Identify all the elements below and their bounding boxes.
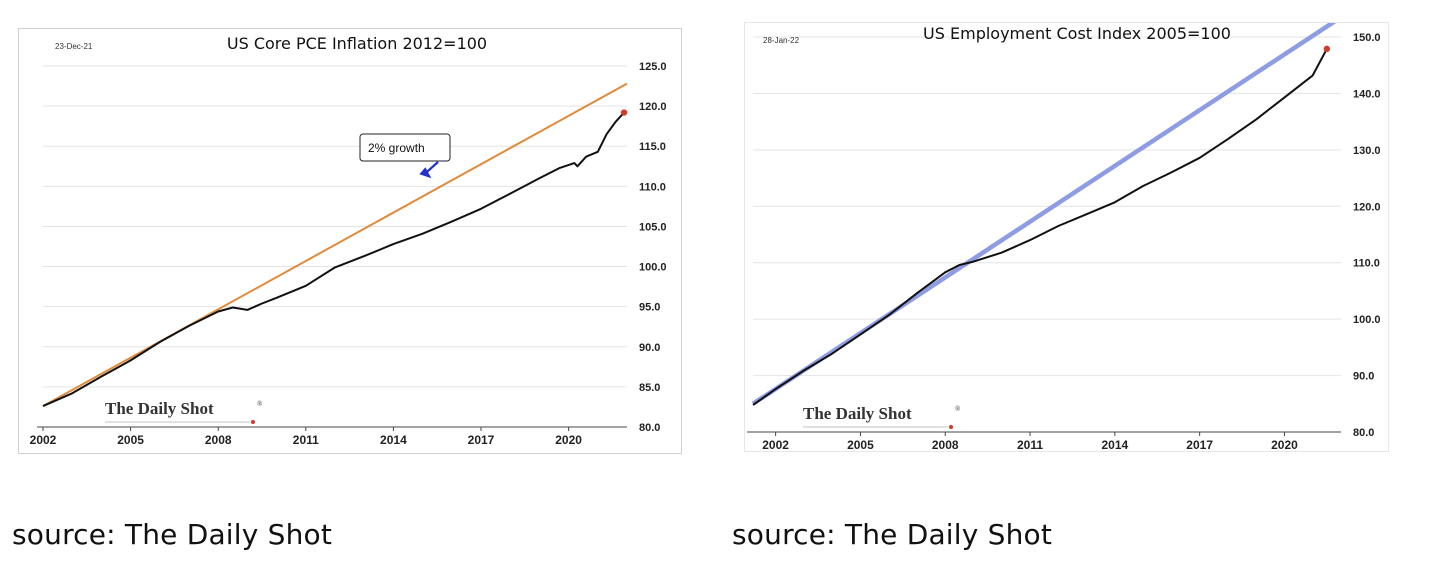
employment-cost-y-tick-label: 110.0 xyxy=(1353,258,1380,270)
core-pce-series-line-0 xyxy=(42,82,628,407)
employment-cost-y-tick-label: 140.0 xyxy=(1353,88,1381,100)
employment-cost-chart: 80.0 90.0 100.0 110.0 120.0 130.0 140.0 150.0 20… xyxy=(747,23,1381,451)
employment-cost-series-line-1 xyxy=(752,48,1328,406)
employment-cost-y-tick-label: 120.0 xyxy=(1353,201,1381,213)
employment-cost-chart-title: US Employment Cost Index 2005=100 xyxy=(923,24,1231,43)
employment-cost-source-label: source: The Daily Shot xyxy=(732,518,1053,551)
core-pce-x-tick-label: 2011 xyxy=(293,433,319,447)
core-pce-x-tick-label: 2008 xyxy=(205,433,232,447)
core-pce-x-tick-label: 2020 xyxy=(555,433,582,447)
core-pce-y-tick-label: 90.0 xyxy=(639,342,660,354)
employment-cost-series-line-0 xyxy=(751,23,1337,406)
employment-cost-y-tick-label: 100.0 xyxy=(1353,314,1381,326)
core-pce-y-tick-label: 105.0 xyxy=(639,221,667,233)
employment-cost-x-tick-label: 2020 xyxy=(1271,438,1298,451)
core-pce-chart-title: US Core PCE Inflation 2012=100 xyxy=(227,34,487,53)
core-pce-y-tick-label: 110.0 xyxy=(639,181,666,193)
core-pce-y-tick-label: 120.0 xyxy=(639,101,667,113)
employment-cost-x-tick-label: 2008 xyxy=(932,438,959,451)
employment-cost-x-tick-label: 2017 xyxy=(1186,438,1213,451)
employment-cost-x-tick-label: 2002 xyxy=(762,438,789,451)
core-pce-date-label: 23-Dec-21 xyxy=(55,42,93,51)
core-pce-x-tick-label: 2017 xyxy=(468,433,495,447)
core-pce-source-label: source: The Daily Shot xyxy=(12,518,333,551)
employment-cost-y-tick-label: 80.0 xyxy=(1353,427,1374,439)
core-pce-x-tick-label: 2005 xyxy=(117,433,144,447)
core-pce-x-tick-label: 2014 xyxy=(380,433,407,447)
core-pce-y-tick-label: 115.0 xyxy=(639,141,666,153)
core-pce-series-line-1 xyxy=(42,111,625,408)
employment-cost-y-tick-label: 150.0 xyxy=(1353,32,1381,44)
core-pce-y-tick-label: 85.0 xyxy=(639,382,660,394)
core-pce-logo-dot xyxy=(251,420,255,424)
employment-cost-y-tick-label: 130.0 xyxy=(1353,145,1381,157)
employment-cost-x-tick-label: 2014 xyxy=(1101,438,1128,451)
core-pce-y-tick-label: 80.0 xyxy=(639,422,660,434)
core-pce-y-tick-label: 95.0 xyxy=(639,302,660,314)
employment-cost-x-tick-label: 2011 xyxy=(1017,438,1043,451)
core-pce-logo: The Daily Shot xyxy=(105,399,214,418)
core-pce-series-endpoint-1 xyxy=(620,109,628,116)
employment-cost-logo-mark: ® xyxy=(955,405,961,413)
employment-cost-date-label: 28-Jan-22 xyxy=(763,36,800,45)
employment-cost-series-endpoint-1 xyxy=(1323,45,1331,53)
core-pce-chart-panel: 80.0 85.0 90.0 95.0 100.0 105.0 110.0 115.0 120.… xyxy=(18,28,682,454)
core-pce-annotation-arrowhead xyxy=(419,167,432,179)
employment-cost-x-tick-label: 2005 xyxy=(847,438,874,451)
core-pce-annotation-box xyxy=(359,133,451,162)
employment-cost-logo: The Daily Shot xyxy=(803,404,912,423)
core-pce-logo-mark: ® xyxy=(257,400,263,408)
core-pce-x-tick-label: 2002 xyxy=(30,433,57,447)
core-pce-chart: 80.0 85.0 90.0 95.0 100.0 105.0 110.0 115.0 120.… xyxy=(30,34,667,447)
employment-cost-y-tick-label: 90.0 xyxy=(1353,371,1374,383)
core-pce-y-tick-label: 100.0 xyxy=(639,262,667,274)
core-pce-annotation-label: 2% growth xyxy=(368,141,425,155)
employment-cost-logo-dot xyxy=(949,425,953,429)
employment-cost-chart-panel: 80.0 90.0 100.0 110.0 120.0 130.0 140.0 150.0 20… xyxy=(744,22,1389,452)
core-pce-y-tick-label: 125.0 xyxy=(639,61,667,73)
